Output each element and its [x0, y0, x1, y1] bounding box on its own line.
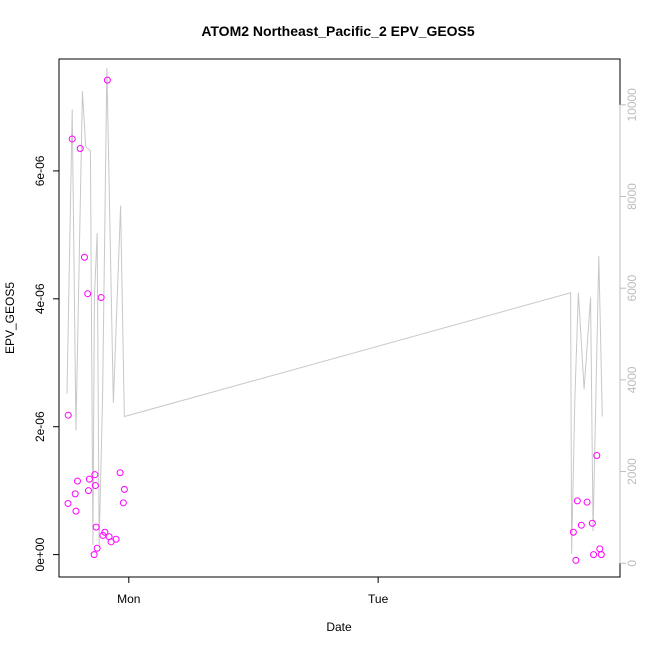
data-point: [590, 551, 598, 559]
y-axis-label: EPV_GEOS5: [3, 282, 17, 354]
data-point: [80, 253, 88, 261]
x-axis-label: Date: [326, 620, 352, 634]
series-points-group: [64, 76, 605, 564]
data-point: [73, 477, 81, 485]
series-line: [66, 68, 603, 555]
y2-tick-label: 8000: [625, 183, 639, 210]
data-point: [101, 528, 109, 536]
data-point: [68, 135, 76, 143]
data-point: [71, 490, 79, 498]
data-point: [119, 499, 127, 507]
data-point: [597, 551, 605, 559]
data-point: [572, 556, 580, 564]
data-point: [593, 451, 601, 459]
data-point: [97, 294, 105, 302]
data-point: [84, 487, 92, 495]
y-tick-label: 4e-06: [33, 283, 47, 314]
left-axis: 0e+00 2e-06 4e-06 6e-06: [33, 155, 60, 571]
y2-tick-label: 4000: [625, 366, 639, 393]
data-point: [93, 544, 101, 552]
data-point: [573, 497, 581, 505]
data-point: [116, 469, 124, 477]
series-line-group: [66, 68, 603, 555]
y-tick-label: 2e-06: [33, 411, 47, 442]
y2-tick-label: 0: [625, 560, 639, 567]
x-tick-label: Tue: [368, 592, 389, 606]
data-point: [64, 499, 72, 507]
data-point: [577, 521, 585, 529]
data-point: [588, 519, 596, 527]
data-point: [583, 498, 591, 506]
y-tick-label: 6e-06: [33, 155, 47, 186]
data-point: [85, 475, 93, 483]
data-point: [112, 535, 120, 543]
data-point: [120, 485, 128, 493]
data-point: [90, 551, 98, 559]
data-point: [92, 523, 100, 531]
y-tick-label: 0e+00: [33, 537, 47, 571]
right-axis: 0 2000 4000 6000 8000 10000: [619, 88, 639, 567]
y2-tick-label: 10000: [625, 88, 639, 122]
data-point: [103, 76, 111, 84]
data-point: [91, 482, 99, 490]
chart-title: ATOM2 Northeast_Pacific_2 EPV_GEOS5: [201, 23, 475, 39]
data-point: [91, 471, 99, 479]
data-point: [569, 528, 577, 536]
bottom-axis: Mon Tue: [117, 576, 389, 606]
y2-tick-label: 2000: [625, 458, 639, 485]
data-point: [72, 507, 80, 515]
data-point: [64, 411, 72, 419]
data-point: [84, 290, 92, 298]
y2-tick-label: 6000: [625, 275, 639, 302]
x-tick-label: Mon: [117, 592, 140, 606]
data-point: [76, 145, 84, 153]
